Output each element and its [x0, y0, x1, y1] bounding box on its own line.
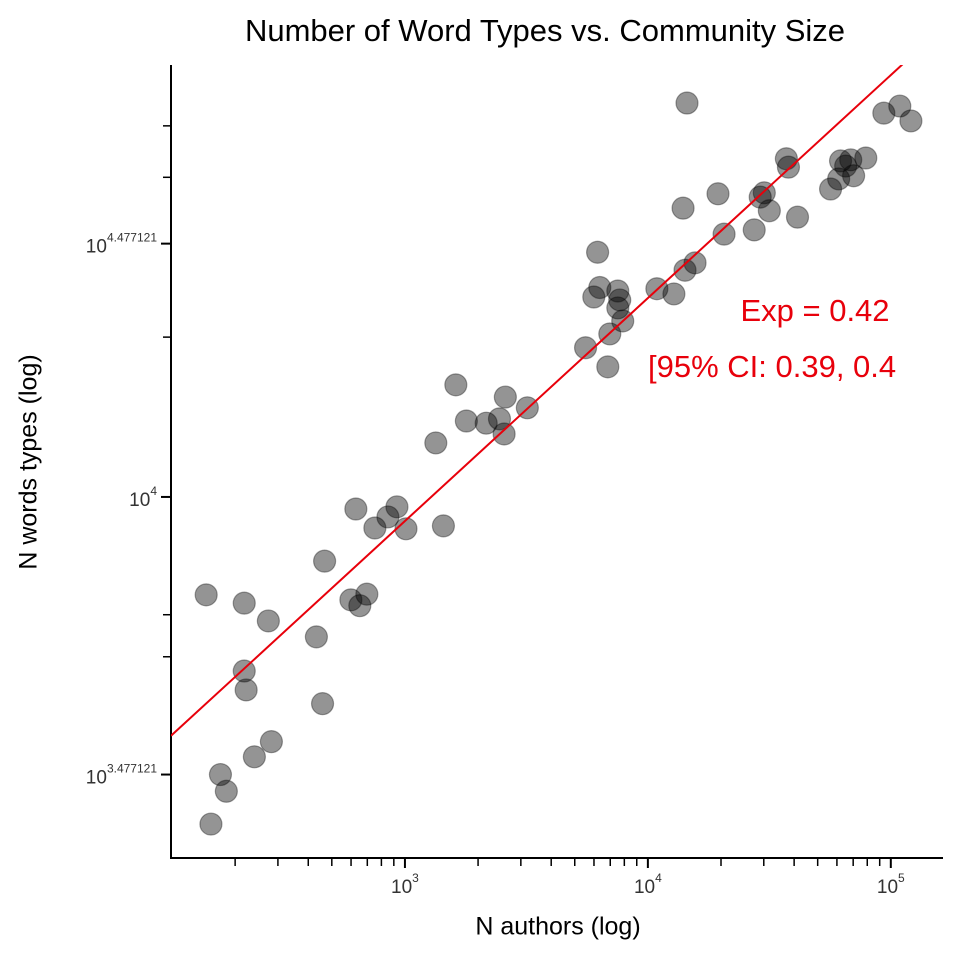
point: [424, 431, 448, 455]
point: [313, 549, 337, 573]
point: [474, 411, 498, 435]
point: [671, 196, 695, 220]
point: [492, 422, 516, 446]
point: [376, 505, 400, 529]
point: [606, 279, 630, 303]
point: [683, 251, 707, 275]
point: [493, 385, 517, 409]
point: [339, 588, 363, 612]
point: [854, 146, 878, 170]
y-axis-label: N words types (log): [15, 354, 43, 569]
point: [872, 101, 896, 125]
point: [573, 336, 598, 360]
point: [706, 182, 730, 206]
point: [586, 240, 610, 264]
point: [606, 296, 630, 320]
point: [839, 148, 863, 172]
chart-title: Number of Word Types vs. Community Size: [245, 13, 845, 48]
point: [363, 516, 387, 540]
point: [608, 288, 632, 312]
point: [348, 594, 372, 618]
point: [344, 497, 368, 521]
point: [232, 659, 256, 683]
point: [582, 285, 606, 309]
fit-line: [171, 65, 904, 737]
point: [596, 355, 620, 379]
point: [304, 625, 328, 649]
point: [232, 591, 256, 615]
point: [828, 149, 853, 173]
annotation: [95% CI: 0.39, 0.4: [648, 349, 896, 384]
x-tick-label: 103: [391, 871, 419, 898]
point: [748, 185, 772, 209]
point: [242, 745, 266, 769]
point: [675, 91, 699, 115]
point: [208, 762, 233, 787]
point: [673, 258, 697, 282]
annotation: Exp = 0.42: [740, 293, 889, 328]
point: [454, 409, 478, 433]
point: [385, 495, 409, 519]
point: [818, 177, 843, 201]
point: [785, 205, 810, 229]
point: [588, 275, 612, 300]
y-tick-label: 103.477121: [86, 762, 158, 789]
point: [899, 109, 923, 133]
point: [662, 282, 686, 306]
point: [757, 199, 781, 223]
points: [194, 91, 923, 836]
point: [259, 730, 283, 754]
point: [712, 222, 736, 246]
point: [742, 218, 766, 242]
point: [888, 94, 912, 118]
point: [214, 779, 238, 803]
point: [776, 155, 801, 179]
point: [444, 373, 468, 397]
x-axis-label: N authors (log): [475, 913, 640, 941]
point: [199, 812, 223, 836]
x-tick-label: 104: [634, 871, 662, 898]
y-tick-label: 104: [129, 484, 157, 511]
x-tick-label: 105: [877, 871, 905, 898]
point: [394, 517, 418, 541]
point: [355, 582, 379, 606]
point: [487, 407, 512, 431]
point: [842, 164, 866, 188]
point: [310, 692, 335, 716]
point: [194, 583, 218, 607]
point: [431, 514, 456, 538]
point: [234, 678, 258, 702]
point: [256, 609, 280, 633]
point: [827, 167, 851, 191]
point: [834, 154, 858, 178]
y-tick-label: 104.477121: [86, 231, 158, 258]
